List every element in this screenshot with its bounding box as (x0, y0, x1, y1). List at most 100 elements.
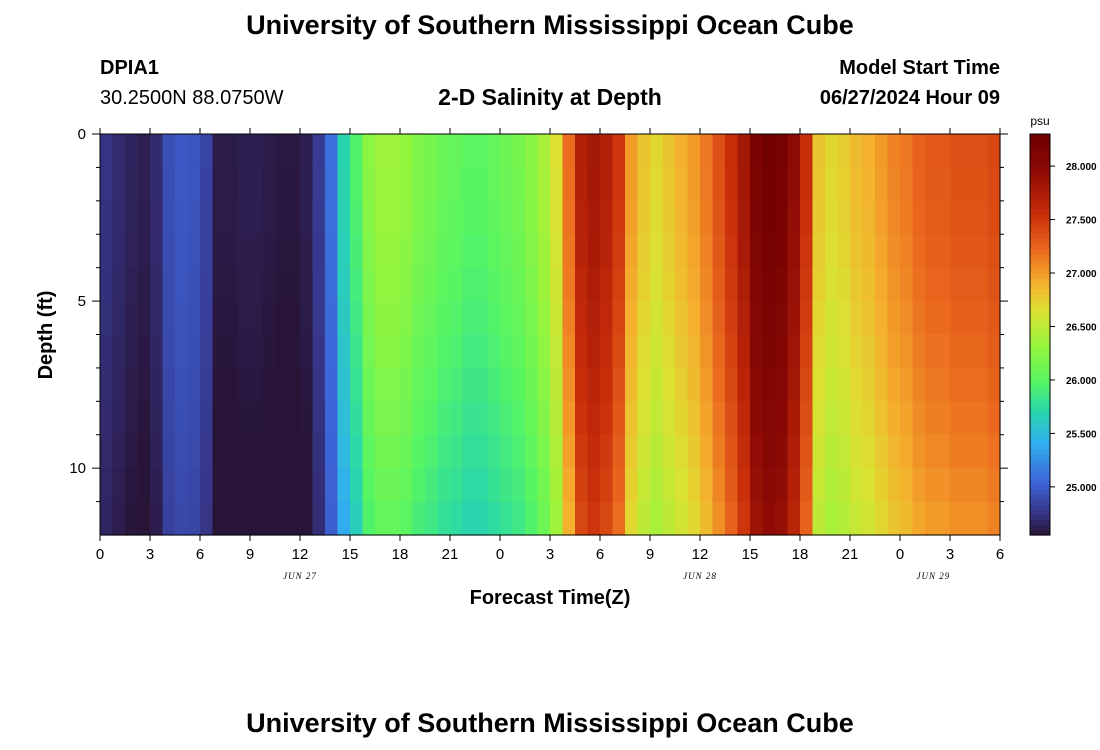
heatmap-cell (500, 267, 514, 302)
heatmap-cell (325, 401, 339, 436)
heatmap-cell (762, 434, 776, 469)
heatmap-cell (212, 267, 226, 302)
heatmap-cell (750, 367, 764, 402)
heatmap-cell (462, 401, 476, 436)
heatmap-cell (625, 200, 639, 235)
heatmap-cell (537, 334, 551, 369)
heatmap-cell (150, 267, 164, 302)
heatmap-cell (225, 200, 239, 235)
x-tick-label: 3 (946, 546, 954, 563)
heatmap-cell (387, 401, 401, 436)
heatmap-cell (362, 234, 376, 269)
heatmap-cell (175, 367, 189, 402)
heatmap-cell (962, 468, 976, 503)
colorbar-segment (1030, 314, 1050, 321)
heatmap-cell (550, 267, 564, 302)
heatmap-cell (262, 200, 276, 235)
heatmap-cell (637, 367, 651, 402)
heatmap-cell (462, 501, 476, 536)
heatmap-cell (700, 434, 714, 469)
heatmap-cell (175, 434, 189, 469)
x-tick-label: 21 (842, 546, 859, 563)
heatmap-cell (337, 401, 351, 436)
heatmap-cell (187, 134, 201, 169)
y-tick-label: 5 (78, 293, 86, 310)
heatmap-cell (487, 468, 501, 503)
heatmap-cell (950, 334, 964, 369)
heatmap-cell (425, 234, 439, 269)
heatmap-cell (425, 267, 439, 302)
heatmap-cell (850, 468, 864, 503)
heatmap-cell (625, 401, 639, 436)
x-tick-label: 0 (96, 546, 104, 563)
heatmap-cell (662, 134, 676, 169)
heatmap-cell (875, 468, 889, 503)
heatmap-cell (425, 200, 439, 235)
heatmap-cell (900, 401, 914, 436)
heatmap-cell (712, 200, 726, 235)
heatmap-cell (887, 501, 901, 536)
heatmap-cell (562, 167, 576, 202)
colorbar-segment (1030, 424, 1050, 431)
colorbar-segment (1030, 519, 1050, 526)
heatmap-cell (287, 468, 301, 503)
heatmap-cell (612, 167, 626, 202)
heatmap-cell (637, 234, 651, 269)
heatmap-cell (125, 267, 139, 302)
heatmap-cell (987, 434, 1001, 469)
heatmap-cell (675, 134, 689, 169)
heatmap-cell (850, 401, 864, 436)
heatmap-cell (612, 367, 626, 402)
heatmap-cell (187, 468, 201, 503)
heatmap-cell (487, 134, 501, 169)
heatmap-cell (512, 501, 526, 536)
heatmap-cell (350, 501, 364, 536)
heatmap-cell (537, 501, 551, 536)
heatmap-cell (162, 367, 176, 402)
heatmap-cell (950, 367, 964, 402)
x-tick-label: 21 (442, 546, 459, 563)
heatmap-cell (337, 234, 351, 269)
colorbar-segment (1030, 344, 1050, 351)
colorbar-segment (1030, 439, 1050, 446)
heatmap-cell (937, 367, 951, 402)
heatmap-cell (175, 200, 189, 235)
colorbar-frame (1029, 133, 1051, 536)
colorbar-segment (1030, 374, 1050, 381)
colorbar-segment (1030, 454, 1050, 461)
heatmap-cell (587, 167, 601, 202)
heatmap-cell (300, 267, 314, 302)
heatmap-cell (637, 200, 651, 235)
heatmap-cell (250, 267, 264, 302)
heatmap-cell (650, 401, 664, 436)
heatmap-cell (725, 401, 739, 436)
heatmap-cell (137, 367, 151, 402)
heatmap-cell (387, 234, 401, 269)
heatmap-cell (850, 134, 864, 169)
colorbar-segment (1030, 409, 1050, 416)
heatmap-cell (800, 167, 814, 202)
heatmap-cell (775, 167, 789, 202)
heatmap-cell (825, 434, 839, 469)
colorbar-segment (1030, 194, 1050, 200)
heatmap-cell (300, 234, 314, 269)
heatmap-cell (162, 468, 176, 503)
heatmap-cell (412, 234, 426, 269)
heatmap-cell (687, 267, 701, 302)
heatmap-cell (600, 267, 614, 302)
colorbar-segment (1030, 324, 1050, 331)
colorbar-segment (1030, 459, 1050, 466)
colorbar-segment (1030, 379, 1050, 386)
heatmap-cell (200, 468, 214, 503)
heatmap-cell (387, 468, 401, 503)
heatmap-cell (700, 301, 714, 336)
heatmap-cell (275, 200, 289, 235)
heatmap-cell (962, 434, 976, 469)
heatmap-cell (825, 468, 839, 503)
heatmap-cell (825, 401, 839, 436)
heatmap-cell (650, 434, 664, 469)
heatmap-cell (587, 334, 601, 369)
heatmap-cell (275, 434, 289, 469)
heatmap-cell (537, 134, 551, 169)
